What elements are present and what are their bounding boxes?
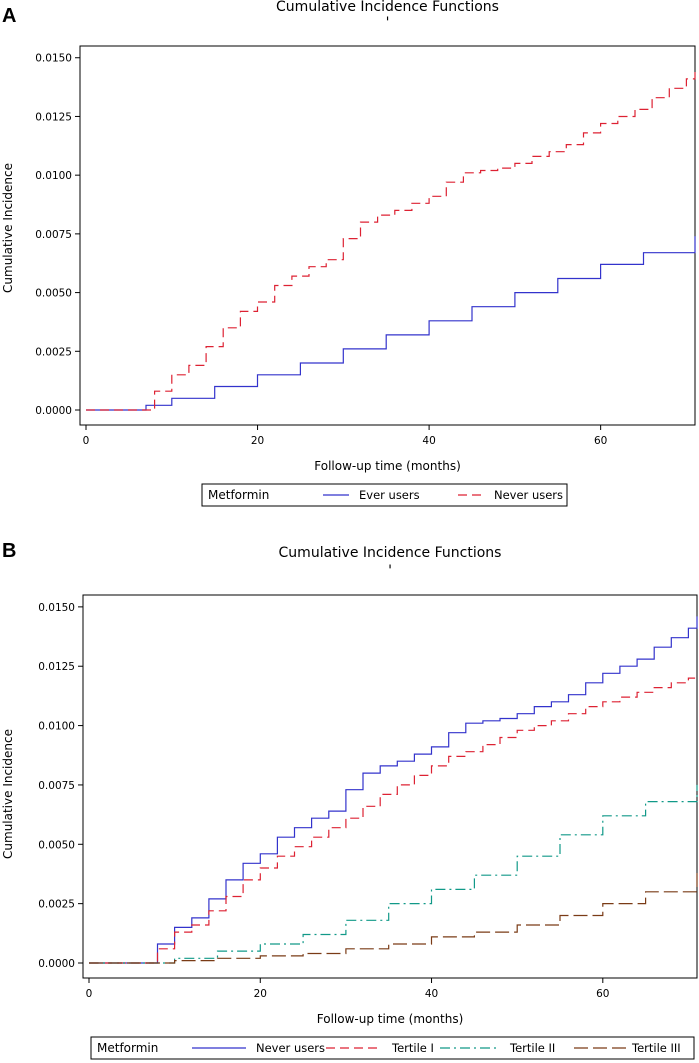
x-tick-label: 0: [86, 988, 93, 1000]
y-tick-label: 0.0100: [38, 721, 75, 733]
panel-letter: B: [2, 540, 16, 562]
chart-title: Cumulative Incidence Functions: [276, 0, 499, 15]
x-tick-label: 20: [254, 988, 267, 1000]
y-tick-label: 0.0075: [35, 229, 72, 241]
panel-letter: A: [2, 5, 16, 27]
x-tick-label: 40: [422, 435, 435, 447]
legend: Metformin Ever users Never users: [201, 483, 568, 507]
series-line-never-users: [89, 616, 698, 964]
y-tick-label: 0.0000: [38, 958, 75, 970]
x-axis-label: Follow-up time (months): [314, 459, 461, 473]
legend-box: [201, 483, 568, 507]
y-tick-label: 0.0050: [35, 288, 72, 300]
legend-item-label: Tertile I: [391, 1041, 434, 1055]
legend-item-label: Ever users: [359, 488, 420, 502]
legend: Metformin Never users Tertile I Tertile II T…: [90, 1036, 695, 1060]
y-tick-label: 0.0150: [35, 53, 72, 65]
series-line-tertile-iii: [89, 872, 698, 964]
y-tick-label: 0.0050: [38, 839, 75, 851]
series-line-ever-users: [86, 236, 696, 411]
y-axis-label: Cumulative Incidence: [1, 163, 15, 293]
chart-panel-a: A Cumulative Incidence Functions' 0.0000 0.…: [1, 0, 696, 507]
series-line-tertile-ii: [89, 784, 698, 964]
plot-frame: [79, 45, 696, 426]
x-tick-label: 60: [594, 435, 607, 447]
chart-title: Cumulative Incidence Functions: [279, 545, 502, 561]
series-line-tertile-i: [89, 675, 698, 964]
x-tick-label: 20: [251, 435, 264, 447]
x-tick-label: 40: [425, 988, 438, 1000]
chart-subtitle: ': [388, 563, 392, 579]
legend-item-label: Tertile III: [631, 1041, 681, 1055]
x-tick-label: 60: [596, 988, 609, 1000]
legend-title: Metformin: [97, 1041, 158, 1055]
y-tick-label: 0.0075: [38, 780, 75, 792]
y-tick-label: 0.0100: [35, 170, 72, 182]
y-tick-label: 0.0025: [38, 899, 75, 911]
series-line-never-users: [86, 67, 696, 411]
legend-item-label: Never users: [256, 1041, 325, 1055]
x-tick-label: 0: [83, 435, 90, 447]
legend-item-label: Never users: [494, 488, 563, 502]
y-tick-label: 0.0000: [35, 405, 72, 417]
chart-panel-b: B Cumulative Incidence Functions ' 0.0000 0.…: [1, 540, 698, 1060]
y-tick-label: 0.0150: [38, 602, 75, 614]
plot-frame: [82, 594, 698, 979]
legend-box: [90, 1036, 695, 1060]
legend-title: Metformin: [208, 488, 269, 502]
y-tick-label: 0.0125: [35, 111, 72, 123]
legend-item-label: Tertile II: [509, 1041, 555, 1055]
y-axis-label: Cumulative Incidence: [1, 729, 15, 859]
y-tick-label: 0.0125: [38, 661, 75, 673]
chart-subtitle: ': [386, 15, 390, 31]
y-tick-label: 0.0025: [35, 346, 72, 358]
x-axis-label: Follow-up time (months): [317, 1012, 464, 1026]
